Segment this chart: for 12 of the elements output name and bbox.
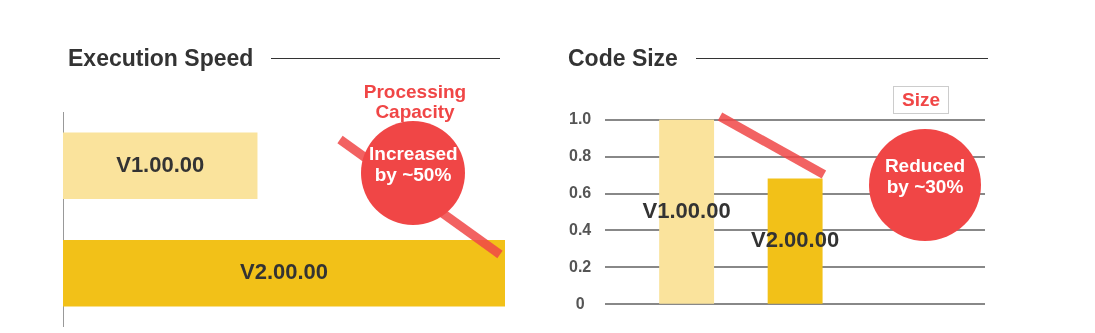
- y-tick-label: 0.4: [569, 220, 592, 238]
- chart-title: Code Size: [568, 45, 678, 72]
- annotation: Increased by ~50%: [369, 143, 458, 185]
- y-tick-label: 0.6: [569, 183, 592, 201]
- y-tick-label: 0.8: [569, 146, 592, 164]
- annotation: Processing Capacity: [362, 81, 468, 122]
- text: Size: [893, 86, 950, 114]
- annotation: Reduced by ~30%: [883, 155, 967, 197]
- chart-title: Execution Speed: [68, 45, 254, 72]
- y-tick-label: 0: [575, 294, 585, 312]
- y-tick-label: 1.0: [569, 110, 592, 128]
- y-tick-label: 0.2: [569, 257, 592, 275]
